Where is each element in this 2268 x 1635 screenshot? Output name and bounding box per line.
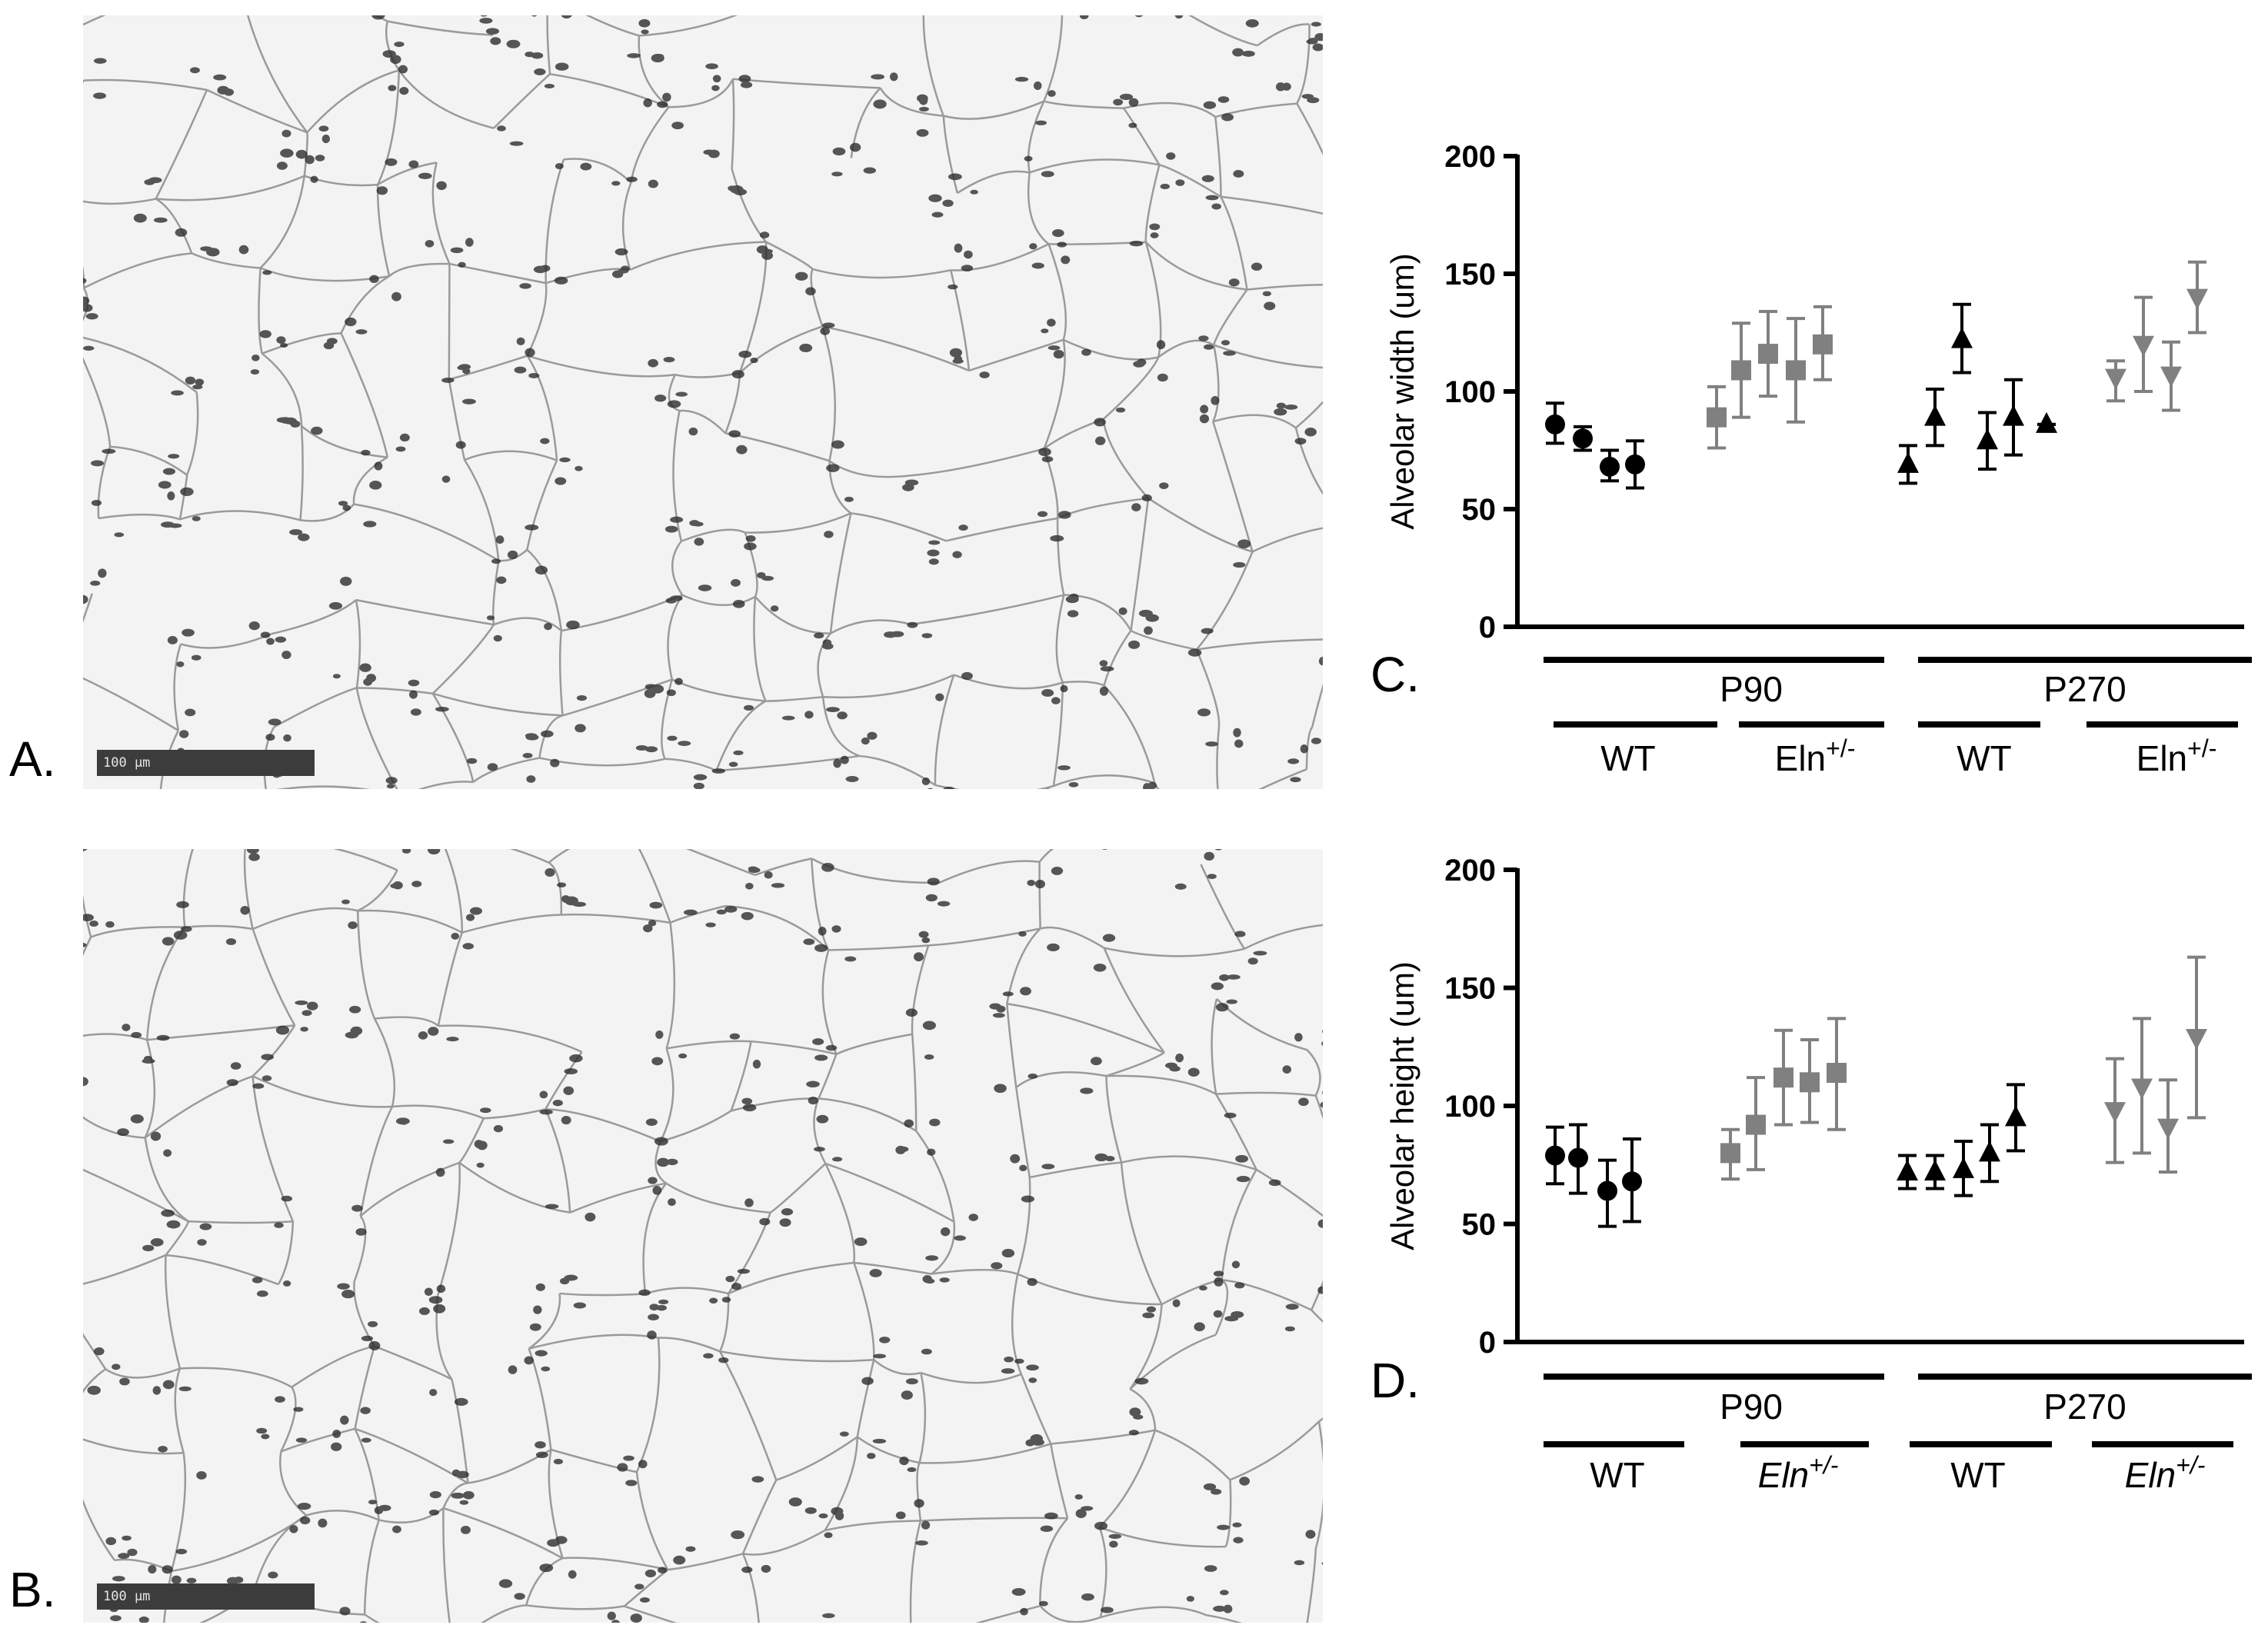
data-point [1924, 1159, 1946, 1180]
scale-bar-b: 100 µm [97, 1583, 315, 1610]
data-point [2186, 1028, 2207, 1050]
y-tick-label: 150 [1444, 258, 1496, 291]
group-label-top: P270 [2043, 669, 2126, 709]
group-label-bottom: WT [1600, 738, 1656, 778]
data-point [2133, 335, 2154, 357]
y-tick-label: 0 [1479, 1326, 1496, 1360]
data-point [2160, 366, 2182, 388]
chart-d: 0 50 100 150 200 Alveolar height (um) P90 P270 W… [1384, 854, 2252, 1495]
data-point [1758, 344, 1778, 365]
group-label-bottom: Eln+/- [1758, 1451, 1839, 1495]
data-point [1731, 360, 1751, 381]
data-point [2105, 368, 2126, 390]
panel-label-b: B. [9, 1562, 56, 1617]
data-point [2003, 405, 2024, 426]
series-2 [1897, 1083, 2027, 1197]
y-tick-label: 50 [1462, 493, 1497, 527]
data-point [1568, 1147, 1588, 1168]
y-tick-label: 200 [1444, 854, 1496, 887]
y-tick-label: 100 [1444, 1090, 1496, 1124]
data-point [1573, 428, 1593, 449]
data-point [1897, 451, 1919, 473]
data-point [2157, 1118, 2179, 1140]
chart-c: 0 50 100 150 200 Alveolar width (um) P90 P270 WT… [1384, 140, 2252, 778]
cell-nuclei [83, 15, 1323, 789]
group-label-bottom: Eln+/- [2125, 1451, 2206, 1495]
y-tick-label: 0 [1479, 611, 1496, 644]
data-point [1924, 405, 1946, 426]
data-point [1545, 1145, 1565, 1166]
data-point [2036, 411, 2057, 433]
data-point [2131, 1078, 2153, 1100]
series-0 [1545, 1123, 1642, 1228]
panel-label-c: C. [1370, 647, 1420, 702]
group-label-bottom: WT [1590, 1455, 1645, 1495]
panel-label-d: D. [1370, 1353, 1420, 1408]
data-point [1622, 1171, 1642, 1192]
series-3 [2105, 260, 2208, 412]
y-tick-label: 150 [1444, 972, 1496, 1006]
data-point [1786, 360, 1806, 381]
tissue-image-a [83, 15, 1323, 789]
data-point [1897, 1159, 1918, 1180]
data-point [2104, 1102, 2126, 1124]
micrograph-a: 100 µm [83, 15, 1323, 789]
panel-label-a: A. [9, 731, 56, 787]
series-2 [1897, 302, 2057, 485]
series-3 [2104, 955, 2207, 1174]
micrograph-b: 100 µm [83, 849, 1323, 1623]
data-point [1720, 1143, 1740, 1164]
data-point [1707, 407, 1727, 428]
cell-nuclei [83, 849, 1323, 1623]
series-1 [1720, 1017, 1847, 1181]
series-1 [1707, 305, 1833, 450]
group-label-top: P90 [1720, 669, 1783, 709]
group-label-bottom: WT [1950, 1455, 2006, 1495]
data-point [2005, 1105, 2027, 1127]
data-point [1953, 1157, 1974, 1178]
data-point [1813, 334, 1833, 355]
data-point [1800, 1072, 1820, 1093]
group-label-top: P90 [1720, 1387, 1783, 1427]
data-point [2186, 288, 2208, 310]
y-tick-label: 50 [1462, 1208, 1497, 1242]
series-0 [1545, 401, 1645, 490]
data-point [1773, 1067, 1793, 1088]
y-tick-label: 100 [1444, 375, 1496, 409]
group-label-bottom: Eln+/- [1775, 734, 1856, 778]
tissue-image-b [83, 849, 1323, 1623]
y-axis-label: Alveolar height (um) [1384, 961, 1420, 1250]
scale-bar-a: 100 µm [97, 750, 315, 776]
group-label-bottom: WT [1957, 738, 2012, 778]
data-point [1977, 428, 1998, 450]
data-point [1979, 1141, 2000, 1162]
data-point [1545, 414, 1565, 435]
data-point [1597, 1180, 1617, 1201]
y-tick-label: 200 [1444, 140, 1496, 174]
group-label-bottom: Eln+/- [2136, 734, 2217, 778]
data-point [1951, 327, 1973, 348]
data-point [1827, 1063, 1847, 1084]
y-axis-label: Alveolar width (um) [1384, 253, 1420, 529]
data-point [1746, 1114, 1766, 1135]
group-label-top: P270 [2043, 1387, 2126, 1427]
data-point [1600, 456, 1620, 477]
data-point [1625, 454, 1645, 475]
